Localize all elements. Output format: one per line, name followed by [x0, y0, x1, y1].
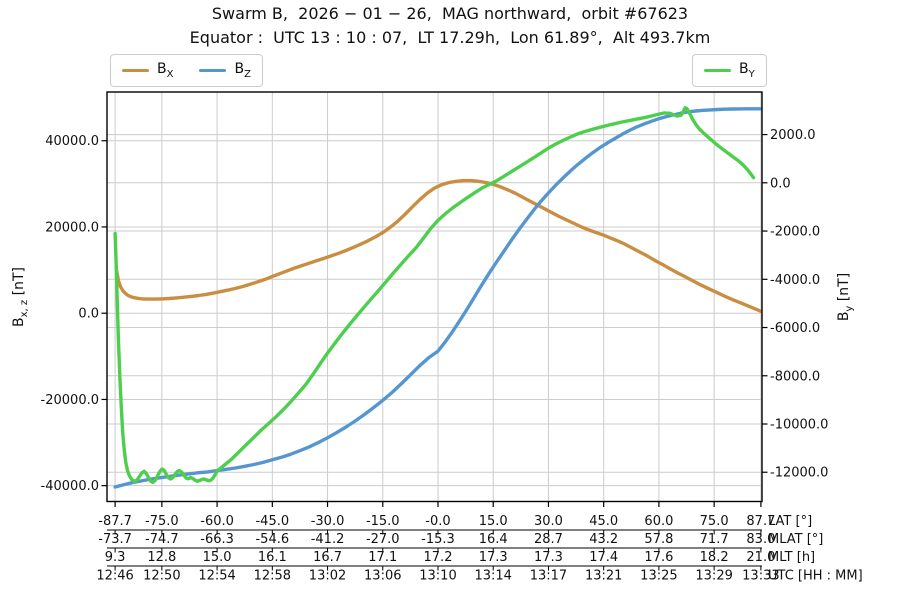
x-row-0-tick-label: 87.7 [746, 514, 775, 529]
x-row-2-tick-label: 17.2 [424, 550, 453, 565]
x-row-1-tick-label: 16.4 [479, 532, 508, 547]
x-row-0-tick-label: -0.0 [425, 514, 450, 529]
left-tick-label: -20000.0 [41, 393, 99, 408]
x-row-0-tick-label: 45.0 [589, 514, 618, 529]
right-tick-label: -2000.0 [770, 225, 820, 240]
x-row-3-tick-label: 12:54 [198, 569, 235, 584]
x-row-0-tick-label: -87.7 [98, 514, 132, 529]
right-axis-title: By [nT] [836, 272, 855, 322]
left-tick-label: 0.0 [78, 307, 99, 322]
x-row-3-tick-label: 13:33 [742, 569, 779, 584]
x-row-2-tick-label: 15.0 [203, 550, 232, 565]
x-row-0-tick-label: 30.0 [534, 514, 563, 529]
x-row-3-tick-label: 13:25 [640, 569, 677, 584]
x-row-caption: MLT [h] [768, 550, 815, 565]
x-row-2-tick-label: 17.4 [589, 550, 618, 565]
x-row-2-tick-label: 21.0 [746, 550, 775, 565]
legend-item-by: BY [704, 61, 755, 80]
bx-line-swatch [122, 68, 149, 73]
x-row-1-tick-label: -27.0 [366, 532, 400, 547]
x-row-2-tick-label: 18.2 [700, 550, 729, 565]
x-row-3-tick-label: 13:17 [530, 569, 567, 584]
left-tick-label: 20000.0 [45, 220, 99, 235]
right-tick-label: -10000.0 [770, 418, 828, 433]
x-row-2-tick-label: 16.1 [258, 550, 287, 565]
left-tick-label: 40000.0 [45, 134, 99, 149]
x-row-2-tick-label: 17.1 [368, 550, 397, 565]
legend-label-by: BY [739, 61, 755, 80]
x-row-1-tick-label: 57.8 [644, 532, 673, 547]
x-row-1-tick-label: -73.7 [98, 532, 132, 547]
x-row-0-tick-label: -60.0 [200, 514, 234, 529]
chart-subtitle: Equator : UTC 13 : 10 : 07, LT 17.29h, L… [189, 28, 711, 47]
x-row-3-tick-label: 12:50 [143, 569, 180, 584]
x-row-2-tick-label: 12.8 [147, 550, 176, 565]
series-line-by [113, 106, 756, 485]
left-axis-title: Bx, z [nT] [11, 267, 30, 327]
x-row-0-tick-label: 15.0 [479, 514, 508, 529]
legend-label-bx: BX [157, 61, 174, 80]
x-row-1-tick-label: -54.6 [255, 532, 289, 547]
by-line-swatch [704, 68, 731, 73]
x-row-0-tick-label: -30.0 [311, 514, 345, 529]
x-row-0-tick-label: 60.0 [644, 514, 673, 529]
bz-line-swatch [199, 68, 227, 73]
x-row-1-tick-label: -66.3 [200, 532, 234, 547]
x-row-3-tick-label: 13:14 [474, 569, 511, 584]
x-row-1-tick-label: 83.0 [746, 532, 775, 547]
right-tick-label: -4000.0 [770, 273, 820, 288]
x-row-1-tick-label: 43.2 [589, 532, 618, 547]
x-row-3-tick-label: 12:46 [96, 569, 133, 584]
legend-left: BX BZ [110, 54, 263, 87]
x-row-0-tick-label: 75.0 [700, 514, 729, 529]
right-tick-label: -6000.0 [770, 321, 820, 336]
x-row-2-tick-label: 9.3 [105, 550, 126, 565]
x-row-caption: LAT [°] [768, 514, 812, 529]
gridlines [107, 92, 762, 502]
x-row-3-tick-label: 13:10 [419, 569, 456, 584]
x-row-3-tick-label: 13:21 [585, 569, 622, 584]
right-tick-label: 0.0 [770, 176, 791, 191]
x-row-1-tick-label: -74.7 [145, 532, 179, 547]
series-group [113, 106, 762, 489]
legend-item-bx: BX [122, 61, 173, 80]
left-tick-label: -40000.0 [41, 479, 99, 494]
right-tick-label: 2000.0 [770, 128, 816, 143]
x-row-1-tick-label: 28.7 [534, 532, 563, 547]
series-line-bx [114, 178, 762, 313]
plot-frame [106, 91, 763, 503]
x-row-1-tick-label: 71.7 [700, 532, 729, 547]
x-row-3-tick-label: 13:02 [309, 569, 346, 584]
chart-title: Swarm B, 2026 − 01 − 26, MAG northward, … [211, 4, 689, 23]
x-row-1-tick-label: -41.2 [311, 532, 345, 547]
x-row-1-tick-label: -15.3 [421, 532, 455, 547]
legend-right: BY [692, 54, 767, 87]
right-tick-label: -12000.0 [770, 466, 828, 481]
x-row-0-tick-label: -75.0 [145, 514, 179, 529]
legend-item-bz: BZ [199, 61, 251, 80]
x-row-2-tick-label: 16.7 [313, 550, 342, 565]
right-tick-label: -8000.0 [770, 369, 820, 384]
x-row-2-tick-label: 17.3 [479, 550, 508, 565]
x-row-caption: MLAT [°] [768, 532, 823, 547]
x-row-3-tick-label: 12:58 [254, 569, 291, 584]
x-row-0-tick-label: -45.0 [255, 514, 289, 529]
x-row-caption: UTC [HH : MM] [768, 569, 863, 584]
x-row-2-tick-label: 17.6 [644, 550, 673, 565]
x-row-0-tick-label: -15.0 [366, 514, 400, 529]
x-row-3-tick-label: 13:06 [364, 569, 401, 584]
x-row-2-tick-label: 17.3 [534, 550, 563, 565]
series-line-bz [113, 107, 762, 489]
legend-label-bz: BZ [234, 61, 251, 80]
x-row-3-tick-label: 13:29 [695, 569, 732, 584]
